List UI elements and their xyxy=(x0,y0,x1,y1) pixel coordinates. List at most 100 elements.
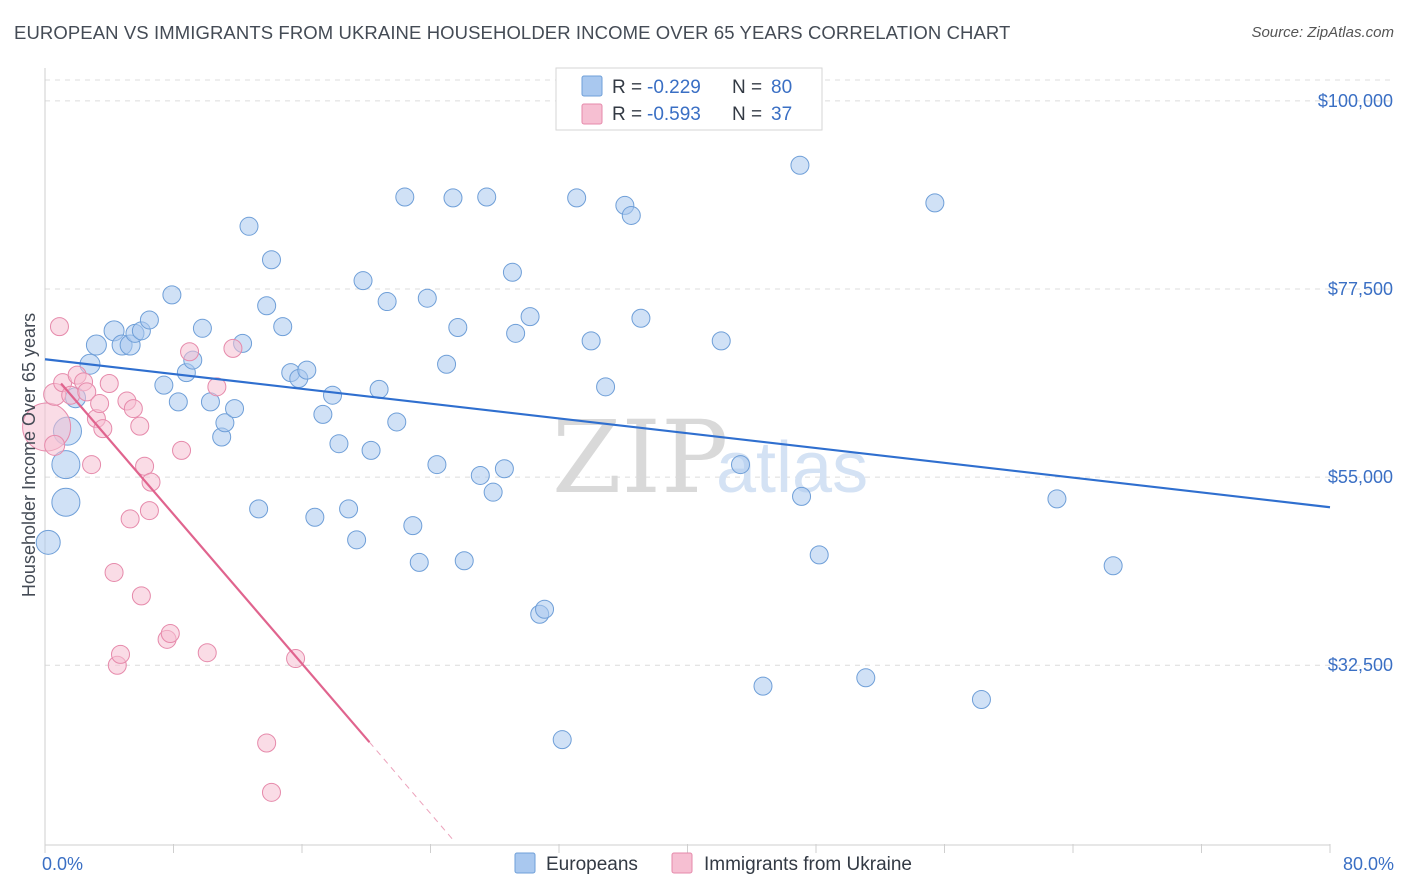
series-legend: Europeans Immigrants from Ukraine xyxy=(514,852,912,875)
ukraine-point xyxy=(49,317,69,337)
european-point xyxy=(239,216,259,236)
european-point xyxy=(731,455,751,475)
trend-layer xyxy=(44,358,1331,842)
european-point xyxy=(581,331,601,351)
european-point xyxy=(443,188,463,208)
ukraine-trendline-extension xyxy=(369,741,455,842)
legend-r-label-1: R = xyxy=(612,77,647,98)
x-tick-label-min: 0.0% xyxy=(42,854,83,874)
european-point xyxy=(470,465,490,485)
european-point xyxy=(225,399,245,419)
europeans-trendline xyxy=(44,358,1331,509)
european-point xyxy=(353,271,373,291)
european-point xyxy=(454,551,474,571)
y-tick-label: $100,000 xyxy=(1318,91,1393,111)
european-point xyxy=(329,434,349,454)
european-point xyxy=(387,412,407,432)
european-point xyxy=(313,404,333,424)
european-point xyxy=(139,310,159,330)
european-point xyxy=(361,440,381,460)
european-point xyxy=(273,317,293,337)
european-point xyxy=(305,507,325,527)
european-point xyxy=(621,205,641,225)
ukraine-point xyxy=(77,382,97,402)
ukraine-point xyxy=(172,440,192,460)
european-point xyxy=(347,530,367,550)
y-tick-label: $32,500 xyxy=(1328,655,1393,675)
ukraine-point xyxy=(82,455,102,475)
european-point xyxy=(753,676,773,696)
ukraine-point xyxy=(257,733,277,753)
european-point xyxy=(1103,556,1123,576)
european-point xyxy=(809,545,829,565)
european-point xyxy=(257,296,277,316)
european-point xyxy=(369,379,389,399)
european-point xyxy=(520,307,540,327)
european-point xyxy=(261,250,281,270)
european-point xyxy=(417,288,437,308)
european-point xyxy=(971,690,991,710)
ukraine-point xyxy=(44,434,66,456)
european-point xyxy=(403,516,423,536)
y-tick-label: $55,000 xyxy=(1328,467,1393,487)
european-point xyxy=(1047,489,1067,509)
legend-n-value-1: 80 xyxy=(771,77,792,98)
ukraine-point xyxy=(120,509,140,529)
european-point xyxy=(323,385,343,405)
european-point xyxy=(437,354,457,374)
european-point xyxy=(535,599,555,619)
series-legend-ukraine: Immigrants from Ukraine xyxy=(704,854,912,875)
watermark-zip: ZIP xyxy=(552,399,728,516)
european-point xyxy=(856,668,876,688)
legend-r-value-2: -0.593 xyxy=(647,104,701,125)
ukraine-point xyxy=(207,377,227,397)
ukraine-point xyxy=(180,342,200,362)
european-point xyxy=(339,499,359,519)
legend-r-value-1: -0.229 xyxy=(647,77,701,98)
axis-layer: $32,500 $55,000 $77,500 $100,000 0.0% 80.0% xyxy=(42,68,1394,874)
legend-r-label-2: R = xyxy=(612,104,647,125)
european-point xyxy=(168,392,188,412)
european-point xyxy=(395,187,415,207)
european-point xyxy=(502,262,522,282)
ukraine-point xyxy=(223,338,243,358)
european-point xyxy=(552,730,572,750)
ukraine-point xyxy=(99,373,119,393)
european-point xyxy=(448,317,468,337)
european-point xyxy=(51,487,81,517)
grid-layer xyxy=(45,79,1394,666)
ukraine-point xyxy=(141,472,161,492)
points-layer xyxy=(22,155,1123,802)
legend-n-value-2: 37 xyxy=(771,104,792,125)
y-axis-label: Householder Income Over 65 years xyxy=(19,313,39,597)
x-tick-label-max: 80.0% xyxy=(1343,854,1394,874)
ukraine-point xyxy=(110,644,130,664)
european-point xyxy=(792,486,812,506)
legend-swatch-ukraine xyxy=(581,103,603,125)
ukraine-point xyxy=(139,501,159,521)
european-point xyxy=(506,323,526,343)
european-point xyxy=(51,450,81,480)
european-point xyxy=(297,360,317,380)
european-point xyxy=(477,187,497,207)
series-legend-swatch-europeans xyxy=(514,852,536,874)
european-point xyxy=(409,552,429,572)
european-point xyxy=(494,459,514,479)
legend-swatch-europeans xyxy=(581,75,603,97)
ukraine-point xyxy=(130,416,150,436)
ukraine-point xyxy=(123,399,143,419)
ukraine-point xyxy=(160,623,180,643)
stats-legend: R = -0.229 N = 80 R = -0.593 N = 37 xyxy=(555,67,823,131)
european-point xyxy=(790,155,810,175)
series-legend-europeans: Europeans xyxy=(546,854,638,875)
legend-n-label-2: N = xyxy=(732,104,767,125)
source-label: Source: ZipAtlas.com xyxy=(1251,24,1394,41)
european-point xyxy=(925,193,945,213)
ukraine-point xyxy=(104,562,124,582)
european-point xyxy=(162,285,182,305)
european-point xyxy=(631,308,651,328)
european-point xyxy=(192,318,212,338)
ukraine-point xyxy=(197,643,217,663)
european-point xyxy=(377,292,397,312)
